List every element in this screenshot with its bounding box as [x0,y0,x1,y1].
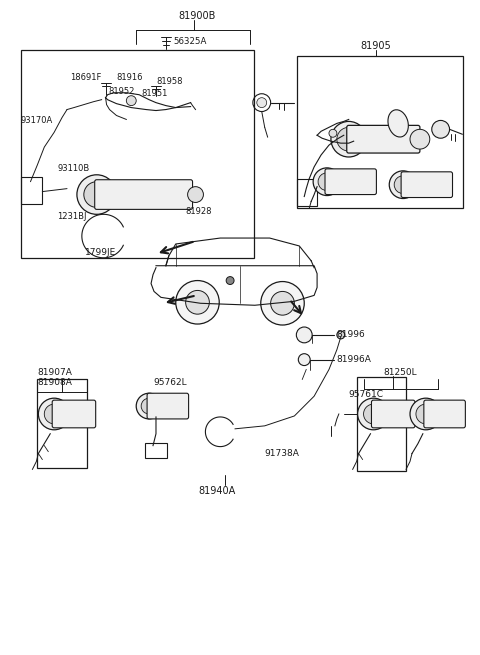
Text: 18691F: 18691F [70,73,101,83]
Circle shape [432,121,450,138]
Text: 81952: 81952 [108,87,135,96]
Text: 95762L: 95762L [153,378,187,387]
Circle shape [337,331,345,339]
Bar [37,379,87,468]
Circle shape [126,96,136,105]
FancyBboxPatch shape [147,393,189,419]
Text: 81996: 81996 [337,330,366,339]
Text: 95761C: 95761C [349,390,384,399]
Circle shape [77,175,117,214]
Circle shape [389,171,417,198]
Bar [21,177,42,204]
Text: 81905: 81905 [360,41,391,51]
Circle shape [394,176,412,194]
FancyBboxPatch shape [52,400,96,428]
FancyBboxPatch shape [401,172,453,198]
Circle shape [363,404,384,424]
Text: 1231BJ: 1231BJ [57,212,87,221]
Text: 91738A: 91738A [264,449,300,458]
Circle shape [271,291,294,315]
Circle shape [296,327,312,343]
Text: 93110B: 93110B [57,164,89,174]
Text: 81958: 81958 [156,77,182,86]
Circle shape [226,276,234,284]
Circle shape [261,282,304,325]
Circle shape [410,398,442,430]
Bar [21,50,254,258]
Text: 56325A: 56325A [174,37,207,46]
Ellipse shape [388,110,408,137]
Bar [357,377,406,472]
Circle shape [136,393,162,419]
Bar [297,179,317,206]
Text: 81900B: 81900B [179,10,216,21]
Circle shape [318,173,336,191]
Text: 81951: 81951 [141,89,168,98]
Text: 81996A: 81996A [337,355,372,364]
Text: 81908A: 81908A [37,378,72,387]
Circle shape [298,354,310,365]
Circle shape [188,187,204,202]
Circle shape [410,129,430,149]
Circle shape [84,181,109,208]
Circle shape [257,98,267,107]
Circle shape [329,129,337,138]
Circle shape [416,404,436,424]
Text: 81250L: 81250L [384,368,417,377]
Circle shape [44,404,64,424]
Text: 1799JE: 1799JE [85,248,116,257]
Text: 81928: 81928 [186,207,212,216]
FancyBboxPatch shape [325,169,376,195]
FancyBboxPatch shape [424,400,466,428]
FancyBboxPatch shape [95,179,192,210]
Circle shape [38,398,70,430]
Circle shape [313,168,341,196]
Circle shape [337,127,360,151]
FancyBboxPatch shape [372,400,415,428]
Circle shape [331,121,367,157]
FancyBboxPatch shape [347,125,420,153]
Text: 81916: 81916 [117,73,143,83]
Circle shape [358,398,389,430]
Bar [297,56,463,208]
Text: 81940A: 81940A [199,486,236,496]
Text: 81907A: 81907A [37,368,72,377]
Bar [145,443,167,458]
Circle shape [186,290,209,314]
Circle shape [176,280,219,324]
Text: 93170A: 93170A [21,116,53,125]
Circle shape [141,398,157,414]
